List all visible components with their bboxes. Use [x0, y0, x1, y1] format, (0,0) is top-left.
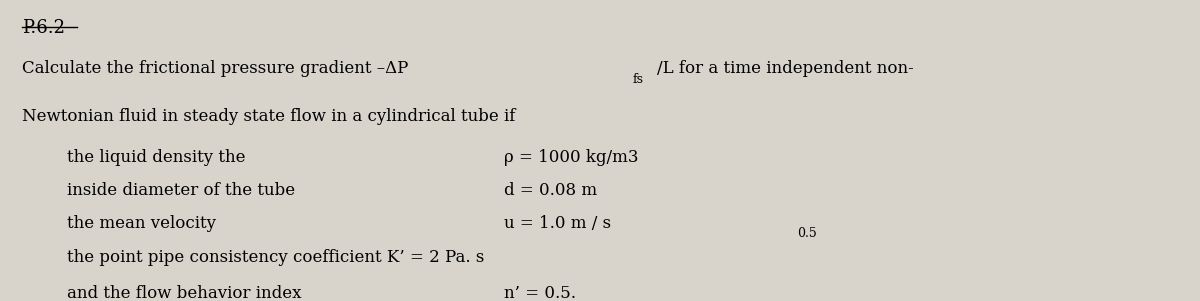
Text: 0.5: 0.5	[798, 227, 817, 240]
Text: /L for a time independent non-: /L for a time independent non-	[658, 60, 914, 77]
Text: u = 1.0 m / s: u = 1.0 m / s	[504, 215, 611, 232]
Text: the point pipe consistency coefficient K’ = 2 Pa. s: the point pipe consistency coefficient K…	[67, 249, 485, 266]
Text: d = 0.08 m: d = 0.08 m	[504, 182, 598, 199]
Text: Newtonian fluid in steady state flow in a cylindrical tube if: Newtonian fluid in steady state flow in …	[22, 108, 515, 125]
Text: fs: fs	[632, 73, 643, 85]
Text: the mean velocity: the mean velocity	[67, 215, 216, 232]
Text: ρ = 1000 kg/m3: ρ = 1000 kg/m3	[504, 149, 638, 166]
Text: inside diameter of the tube: inside diameter of the tube	[67, 182, 295, 199]
Text: and the flow behavior index: and the flow behavior index	[67, 285, 301, 301]
Text: Calculate the frictional pressure gradient –ΔP: Calculate the frictional pressure gradie…	[22, 60, 408, 77]
Text: P.6.2: P.6.2	[22, 19, 65, 36]
Text: the liquid density the: the liquid density the	[67, 149, 246, 166]
Text: n’ = 0.5.: n’ = 0.5.	[504, 285, 576, 301]
